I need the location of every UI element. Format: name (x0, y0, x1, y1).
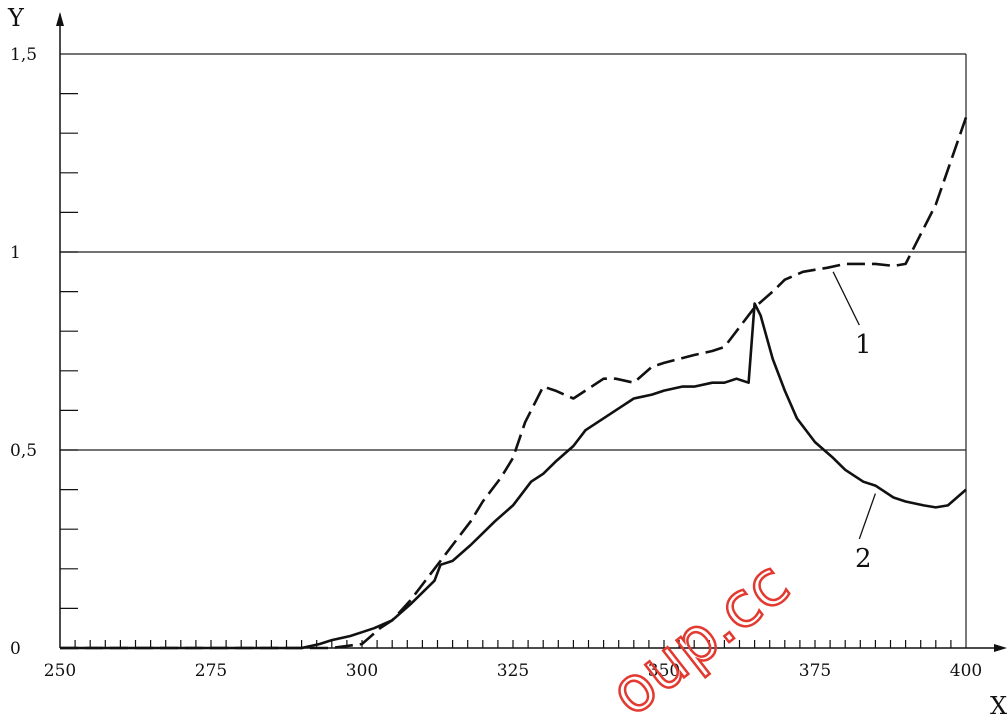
x-axis-title: X (990, 692, 1007, 720)
series-labels: 12 (832, 271, 877, 574)
y-tick-label: 0 (10, 639, 21, 659)
y-tick-label: 0,5 (10, 441, 37, 461)
x-tick-labels: 250 275 300 325 350 375 400 (44, 661, 982, 681)
x-tick-label: 275 (195, 661, 227, 681)
x-tick-label: 400 (950, 661, 982, 681)
x-tick-label: 375 (799, 661, 831, 681)
grid-lines (60, 53, 966, 451)
series-line-1 (60, 116, 968, 650)
x-tick-label: 300 (346, 661, 378, 681)
series-line-2 (60, 302, 967, 650)
y-tick-label: 1,5 (10, 45, 37, 65)
series-label-2: 2 (855, 544, 872, 574)
series-label-1: 1 (855, 330, 872, 360)
y-tick-labels: 0 0,5 1 1,5 (10, 45, 37, 659)
x-tick-label: 325 (497, 661, 529, 681)
series-lines (60, 116, 968, 650)
watermark-text: oup.cc (596, 546, 802, 722)
x-tick-label: 350 (648, 661, 680, 681)
y-axis-title: Y (7, 4, 25, 32)
y-tick-label: 1 (10, 243, 21, 263)
y-axis-arrow (56, 12, 64, 26)
x-axis-arrow (994, 644, 1007, 652)
series-leader-1 (832, 271, 860, 326)
x-tick-label: 250 (44, 661, 76, 681)
series-leader-2 (858, 493, 877, 540)
y-tick-marks (60, 92, 78, 610)
